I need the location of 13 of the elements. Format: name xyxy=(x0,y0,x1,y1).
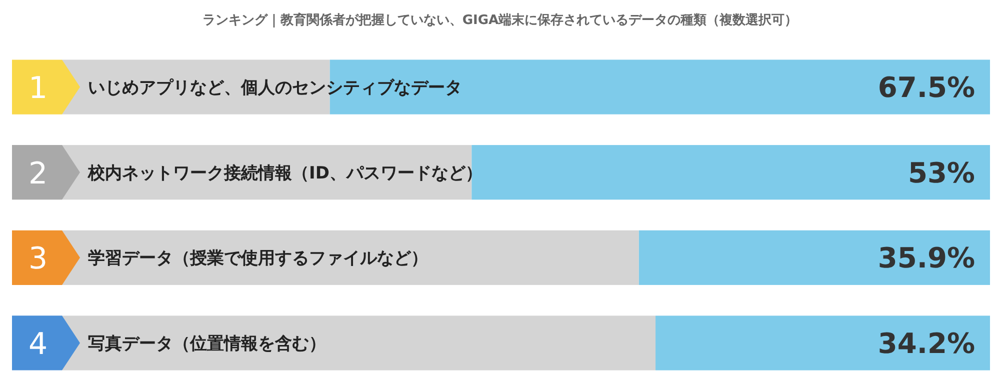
y-tick-label: 学習データ（授業で使用するファイルなど） xyxy=(88,248,428,269)
chart-title: ランキング｜教育関係者が把握していない、GIGA端末に保存されているデータの種類（複数選択可） xyxy=(202,12,798,28)
data-label: 53% xyxy=(908,156,975,190)
data-label: 34.2% xyxy=(878,326,975,360)
y-tick-label: いじめアプリなど、個人のセンシティブなデータ xyxy=(88,78,462,98)
annotation: 3 xyxy=(28,242,48,277)
y-tick-label: 校内ネットワーク接続情報（ID、パスワードなど） xyxy=(87,163,482,184)
annotation: 1 xyxy=(28,71,48,106)
y-tick-label: 写真データ（位置情報を含む） xyxy=(88,334,326,354)
annotation: 2 xyxy=(28,156,48,192)
data-label: 67.5% xyxy=(878,71,975,104)
data-label: 35.9% xyxy=(878,242,975,275)
annotation: 4 xyxy=(28,326,48,362)
